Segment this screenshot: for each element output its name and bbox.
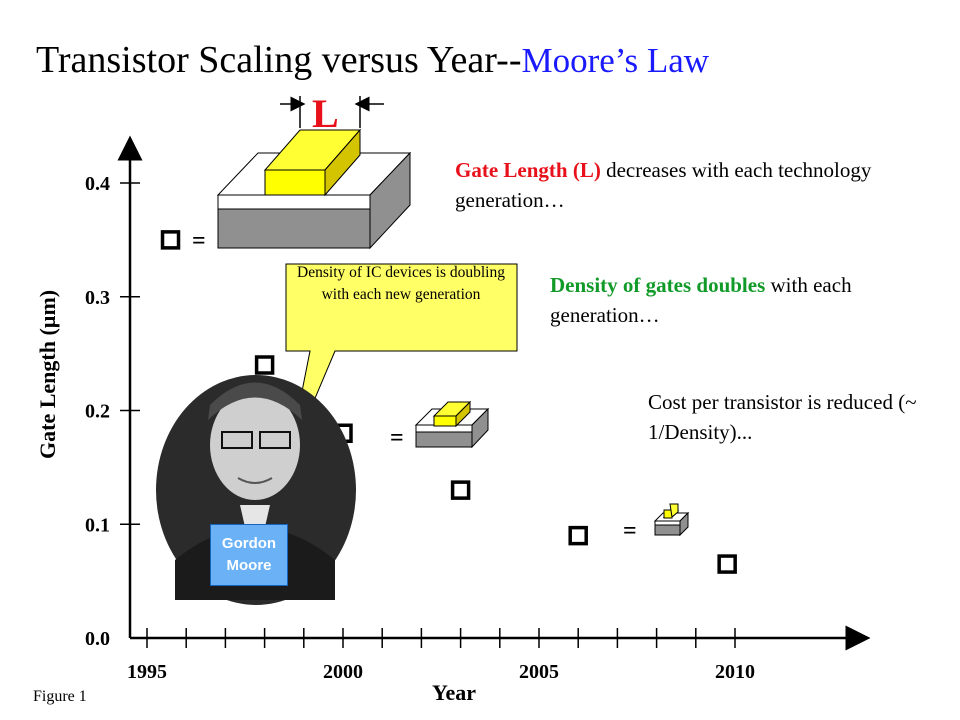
x-axis-label: Year xyxy=(432,680,476,705)
y-tick-label: 0.0 xyxy=(85,628,110,650)
density-highlight: Density of gates doubles xyxy=(550,273,766,297)
x-tick-label: 1995 xyxy=(127,661,167,683)
equals-sign-2: = xyxy=(390,425,404,451)
callout-text: Density of IC devices is doubling with e… xyxy=(297,264,505,303)
name-line-2: Moore xyxy=(226,557,272,574)
data-point xyxy=(568,525,588,546)
y-axis-label: Gate Length (µm) xyxy=(35,289,60,459)
y-tick-label: 0.1 xyxy=(85,514,110,536)
equals-sign-1: = xyxy=(192,228,206,254)
figure-caption: Figure 1 xyxy=(33,688,87,705)
data-point xyxy=(254,355,275,375)
title-main: Transistor Scaling versus Year-- xyxy=(36,39,522,81)
name-tag: Gordon Moore xyxy=(210,524,288,586)
gate-length-rest: decreases with each technology generatio… xyxy=(455,158,872,212)
gate-length-label: L xyxy=(312,91,339,136)
x-tick-label: 2010 xyxy=(715,661,755,683)
data-point xyxy=(450,480,471,500)
cost-note: Cost per transistor is reduced (~ 1/Dens… xyxy=(648,390,917,444)
chart-ticks: 0.0 0.1 0.2 0.3 0.4 1995 2000 2005 2010 xyxy=(85,173,755,683)
equals-sign-3: = xyxy=(623,518,637,544)
gate-length-note: Gate Length (L) decreases with each tech… xyxy=(455,155,895,215)
transistor-small-illustration xyxy=(653,503,690,537)
name-line-1: Gordon xyxy=(221,535,277,552)
page-title: Transistor Scaling versus Year--Moore’s … xyxy=(36,38,709,82)
gate-length-highlight: Gate Length (L) xyxy=(455,158,601,182)
data-point xyxy=(717,554,737,574)
x-tick-label: 2005 xyxy=(519,661,559,683)
title-sub: Moore’s Law xyxy=(521,41,710,80)
x-tick-label: 2000 xyxy=(323,661,363,683)
density-rest: with each generation… xyxy=(550,273,852,327)
y-tick-label: 0.2 xyxy=(85,401,110,423)
data-point xyxy=(160,230,181,250)
density-note: Density of gates doubles with each gener… xyxy=(550,270,950,330)
y-tick-label: 0.3 xyxy=(85,287,110,309)
transistor-large-illustration xyxy=(216,96,412,250)
y-tick-label: 0.4 xyxy=(85,173,110,195)
chart-axes xyxy=(117,135,871,651)
transistor-medium-illustration xyxy=(414,400,490,449)
